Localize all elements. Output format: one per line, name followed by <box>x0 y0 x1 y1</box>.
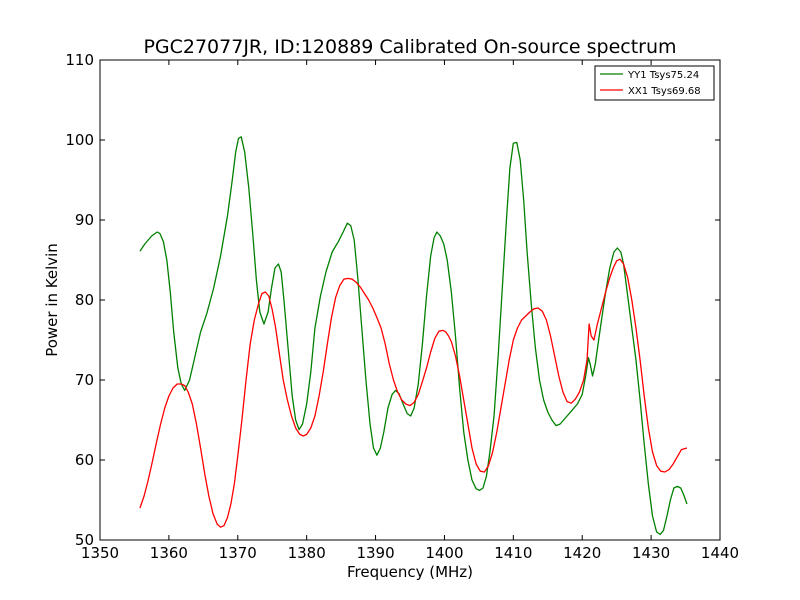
x-tick-label: 1430 <box>632 544 670 562</box>
x-tick-label: 1440 <box>701 544 739 562</box>
x-tick-label: 1410 <box>494 544 532 562</box>
chart-legend: YY1 Tsys75.24 XX1 Tsys69.68 <box>594 65 715 101</box>
y-tick-label: 60 <box>75 451 94 469</box>
y-tick-label: 80 <box>75 291 94 309</box>
axes-ticks-group: 1350 1360 1370 1380 1390 1400 1410 1420 1430 1440… <box>65 51 739 562</box>
y-tick-label: 100 <box>65 131 94 149</box>
series-line-1 <box>139 136 688 536</box>
series-line-2 <box>139 258 688 528</box>
legend-box <box>594 65 715 101</box>
x-tick-label: 1360 <box>150 544 188 562</box>
legend-label-2: XX1 Tsys69.68 <box>628 86 701 97</box>
y-tick-label: 70 <box>75 371 94 389</box>
chart-title: PGC27077JR, ID:120889 Calibrated On-sour… <box>143 36 676 58</box>
x-tick-label: 1370 <box>219 544 257 562</box>
y-tick-label: 110 <box>65 51 94 69</box>
x-axis-label: Frequency (MHz) <box>347 563 473 581</box>
legend-label-1: YY1 Tsys75.24 <box>627 70 699 81</box>
plot-series-group <box>139 136 688 536</box>
x-tick-label: 1380 <box>288 544 326 562</box>
x-tick-label: 1350 <box>81 544 119 562</box>
y-axis-label: Power in Kelvin <box>43 243 61 357</box>
y-tick-label: 90 <box>75 211 94 229</box>
x-tick-label: 1390 <box>356 544 394 562</box>
x-tick-label: 1420 <box>563 544 601 562</box>
x-tick-label: 1400 <box>425 544 463 562</box>
plot-area-frame <box>99 59 721 541</box>
y-tick-label: 50 <box>75 531 94 549</box>
